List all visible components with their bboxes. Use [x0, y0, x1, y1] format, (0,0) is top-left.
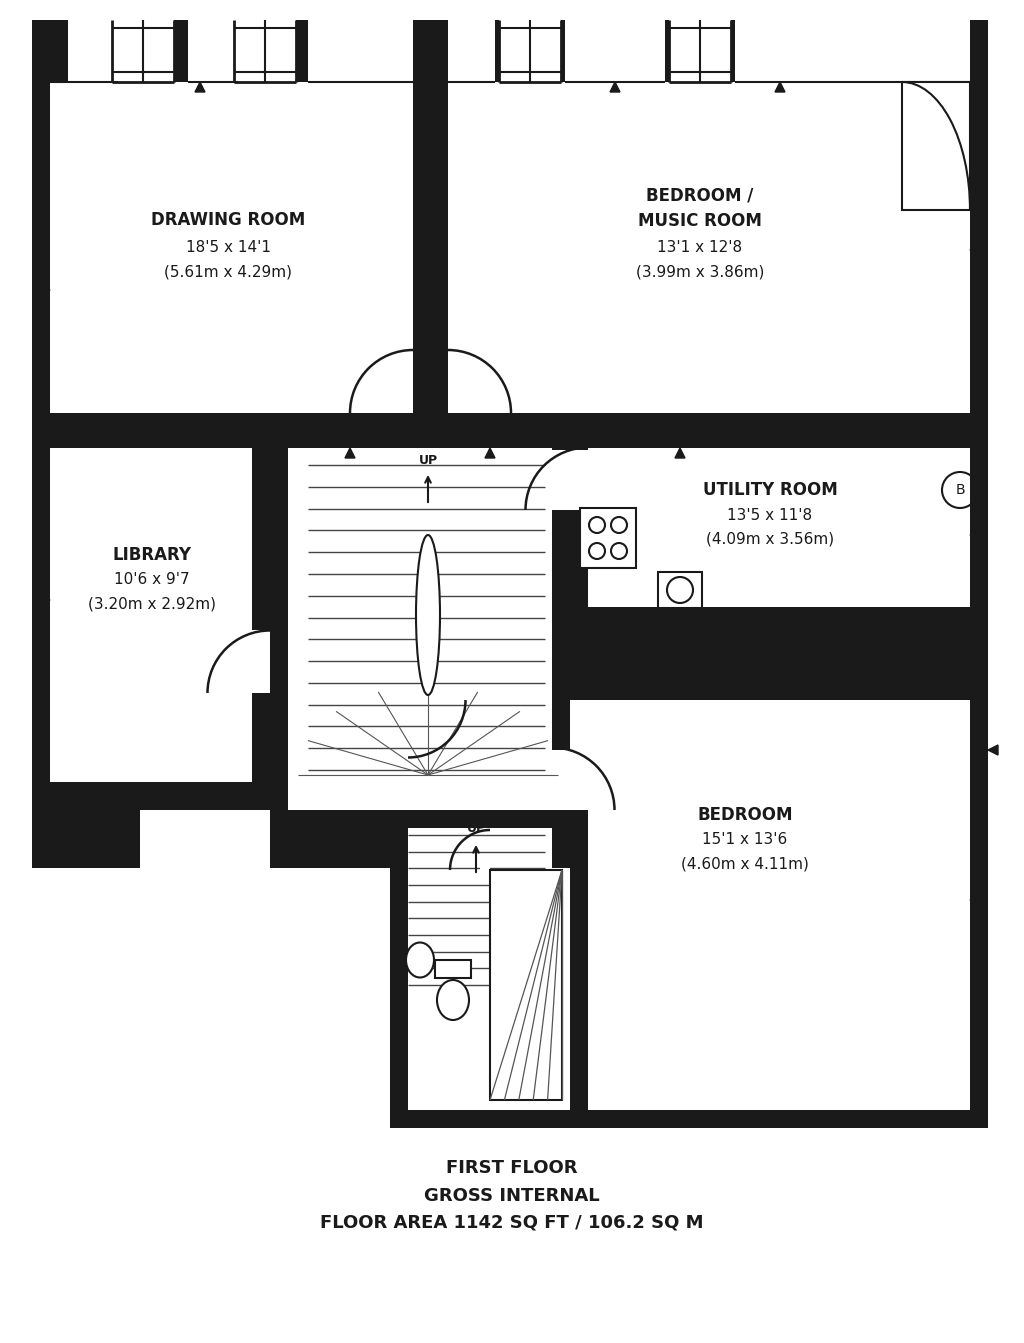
Bar [588, 700, 970, 1111]
Bar [552, 749, 588, 810]
Bar [408, 696, 465, 700]
Polygon shape [775, 82, 785, 93]
Bar [308, 20, 413, 82]
Bar [32, 430, 50, 810]
Bar [480, 860, 490, 870]
Bar [32, 20, 988, 430]
Bar [32, 430, 270, 810]
Bar [32, 782, 270, 810]
Bar [435, 960, 471, 978]
Text: 10'6 x 9'7: 10'6 x 9'7 [115, 572, 189, 587]
Text: FLOOR AREA 1142 SQ FT / 106.2 SQ M: FLOOR AREA 1142 SQ FT / 106.2 SQ M [321, 1213, 703, 1232]
Text: FIRST FLOOR: FIRST FLOOR [446, 1159, 578, 1176]
Bar [490, 870, 562, 1100]
Text: LIBRARY: LIBRARY [113, 547, 191, 564]
Bar [270, 449, 570, 810]
Text: B: B [955, 483, 965, 497]
Polygon shape [485, 449, 495, 458]
Bar [234, 20, 296, 82]
Polygon shape [485, 420, 495, 430]
Bar [902, 82, 970, 210]
Bar [449, 20, 495, 82]
Text: (3.99m x 3.86m): (3.99m x 3.86m) [636, 265, 764, 279]
Text: MUSIC ROOM: MUSIC ROOM [638, 212, 762, 230]
Bar [68, 20, 118, 82]
Bar [902, 82, 970, 210]
Polygon shape [675, 449, 685, 458]
Polygon shape [675, 420, 685, 430]
Text: (3.20m x 2.92m): (3.20m x 2.92m) [88, 596, 216, 611]
Bar [735, 20, 970, 82]
Bar [570, 624, 988, 1128]
Ellipse shape [437, 980, 469, 1019]
Bar [580, 508, 636, 568]
Polygon shape [988, 745, 998, 755]
Text: 13'1 x 12'8: 13'1 x 12'8 [657, 240, 742, 255]
Bar [270, 430, 570, 449]
Bar [188, 20, 238, 82]
Bar [570, 700, 588, 810]
Bar [350, 407, 413, 414]
Polygon shape [195, 420, 205, 430]
Text: DRAWING ROOM: DRAWING ROOM [151, 211, 305, 230]
Bar [270, 449, 288, 810]
Bar [408, 868, 570, 1111]
Bar [270, 810, 390, 868]
Bar [244, 630, 270, 693]
Bar [490, 870, 562, 1100]
Polygon shape [970, 894, 980, 905]
Text: GROSS INTERNAL: GROSS INTERNAL [424, 1187, 600, 1205]
Text: (4.09m x 3.56m): (4.09m x 3.56m) [706, 532, 835, 547]
Text: UTILITY ROOM: UTILITY ROOM [702, 481, 838, 500]
Bar [580, 508, 636, 568]
Bar [570, 700, 588, 760]
Bar [552, 450, 588, 510]
Polygon shape [970, 244, 980, 255]
Bar [565, 20, 665, 82]
Bar [435, 960, 471, 978]
Bar [449, 407, 510, 414]
Bar [658, 572, 702, 608]
Bar [669, 20, 731, 82]
Bar [552, 449, 570, 810]
Bar [50, 82, 413, 414]
Bar [32, 782, 140, 868]
Bar [499, 20, 561, 82]
Text: UP: UP [419, 454, 437, 466]
Polygon shape [610, 82, 620, 93]
Polygon shape [970, 530, 980, 540]
Bar [658, 572, 702, 608]
Text: BEDROOM /: BEDROOM / [646, 185, 754, 204]
Polygon shape [195, 82, 205, 93]
Text: 13'5 x 11'8: 13'5 x 11'8 [727, 508, 813, 522]
Bar [408, 829, 552, 990]
Ellipse shape [406, 943, 434, 978]
Ellipse shape [416, 535, 440, 694]
Bar [112, 20, 174, 82]
Polygon shape [345, 420, 355, 430]
Text: BEDROOM: BEDROOM [697, 806, 793, 825]
Bar [390, 810, 570, 1128]
Polygon shape [40, 595, 50, 604]
Bar [588, 449, 970, 607]
Polygon shape [40, 285, 50, 295]
Text: (5.61m x 4.29m): (5.61m x 4.29m) [164, 265, 292, 279]
Text: UP: UP [467, 822, 485, 834]
Bar [570, 430, 988, 624]
Polygon shape [345, 449, 355, 458]
Text: 15'1 x 13'6: 15'1 x 13'6 [702, 833, 787, 847]
Text: (4.60m x 4.11m): (4.60m x 4.11m) [681, 857, 809, 872]
Bar [50, 449, 252, 782]
Bar [449, 82, 970, 414]
Text: 18'5 x 14'1: 18'5 x 14'1 [185, 240, 270, 255]
